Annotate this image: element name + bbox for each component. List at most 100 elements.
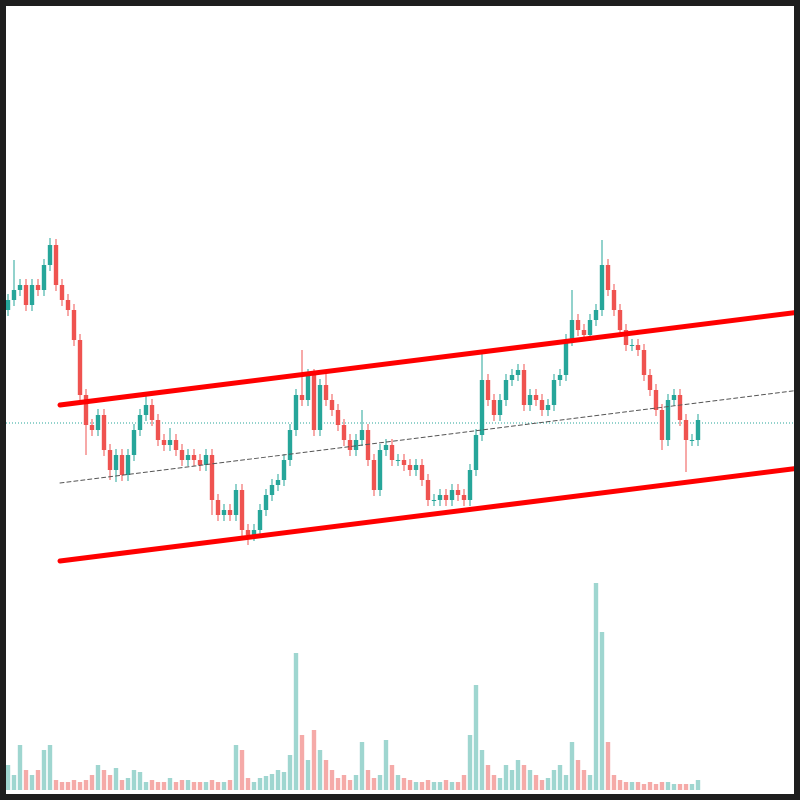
candle-body	[191, 455, 197, 460]
volume-bar	[203, 782, 209, 790]
volume-bar	[659, 782, 665, 790]
candle-body	[467, 470, 473, 500]
candle-body	[455, 490, 461, 495]
candle-body	[575, 320, 581, 330]
candle-body	[539, 400, 545, 410]
volume-bar	[71, 780, 77, 790]
candle-body	[617, 310, 623, 330]
candle-body	[359, 430, 365, 440]
volume-bar	[149, 780, 155, 790]
candle-body	[659, 410, 665, 440]
volume-bar	[341, 775, 347, 790]
volume-bar	[545, 778, 551, 790]
volume-bar	[437, 782, 443, 790]
candle-body	[485, 380, 491, 400]
candle-body	[179, 450, 185, 460]
volume-bar	[479, 750, 485, 790]
candle-body	[683, 420, 689, 440]
candle-body	[143, 405, 149, 415]
volume-bar	[299, 735, 305, 790]
candle-body	[509, 375, 515, 380]
candle-body	[419, 465, 425, 480]
volume-bar	[305, 760, 311, 790]
candle-body	[131, 430, 137, 455]
volume-bar	[641, 784, 647, 790]
volume-bar	[359, 742, 365, 790]
candle-body	[623, 330, 629, 345]
candle-body	[563, 340, 569, 375]
volume-bar	[617, 780, 623, 790]
candle-body	[611, 290, 617, 310]
candle-body	[695, 420, 701, 440]
candle-body	[473, 435, 479, 470]
volume-bar	[101, 770, 107, 790]
volume-bar	[77, 782, 83, 790]
volume-bar	[443, 780, 449, 790]
volume-bar	[629, 782, 635, 790]
volume-bar	[635, 782, 641, 790]
candle-body	[221, 510, 227, 515]
candle-body	[215, 500, 221, 515]
volume-bar	[11, 775, 17, 790]
candle-body	[227, 510, 233, 515]
volume-bar	[563, 775, 569, 790]
candle-body	[11, 290, 17, 300]
candle-body	[545, 405, 551, 410]
candle-body	[395, 460, 401, 461]
candle-body	[443, 495, 449, 500]
volume-bar	[275, 770, 281, 790]
plot-background	[6, 6, 794, 794]
candle-body	[449, 490, 455, 500]
volume-bar	[311, 730, 317, 790]
candle-body	[239, 490, 245, 530]
candle-body	[323, 385, 329, 400]
volume-bar	[29, 775, 35, 790]
candle-body	[677, 395, 683, 420]
volume-bar	[671, 784, 677, 790]
candle-body	[23, 285, 29, 305]
candle-body	[263, 495, 269, 510]
volume-bar	[245, 778, 251, 790]
candle-body	[257, 510, 263, 530]
volume-bar	[593, 583, 599, 790]
volume-bar	[587, 775, 593, 790]
candle-body	[311, 375, 317, 430]
volume-bar	[335, 778, 341, 790]
candle-body	[149, 405, 155, 420]
candle-body	[251, 530, 257, 535]
volume-bar	[599, 632, 605, 790]
volume-bar	[113, 768, 119, 790]
candle-body	[593, 310, 599, 320]
volume-bar	[23, 770, 29, 790]
candle-body	[515, 370, 521, 375]
volume-bar	[17, 745, 23, 790]
candle-body	[689, 440, 695, 441]
volume-bar	[449, 782, 455, 790]
volume-bar	[677, 784, 683, 790]
candle-body	[119, 455, 125, 475]
candle-body	[383, 445, 389, 450]
candle-body	[287, 430, 293, 460]
volume-bar	[383, 740, 389, 790]
candle-body	[47, 245, 53, 265]
volume-bar	[95, 765, 101, 790]
candle-body	[197, 460, 203, 465]
candle-body	[665, 400, 671, 440]
candle-body	[347, 440, 353, 450]
volume-bar	[65, 782, 71, 790]
candle-body	[653, 390, 659, 410]
candle-body	[317, 385, 323, 430]
candle-body	[95, 415, 101, 430]
volume-bar	[251, 782, 257, 790]
volume-bar	[89, 775, 95, 790]
channel-line	[57, 465, 800, 564]
candle-body	[671, 395, 677, 400]
candle-body	[71, 310, 77, 340]
volume-bar	[35, 770, 41, 790]
candle-body	[89, 425, 95, 430]
candle-body	[233, 490, 239, 515]
candle-body	[341, 425, 347, 440]
candle-body	[335, 410, 341, 425]
volume-bar	[611, 775, 617, 790]
